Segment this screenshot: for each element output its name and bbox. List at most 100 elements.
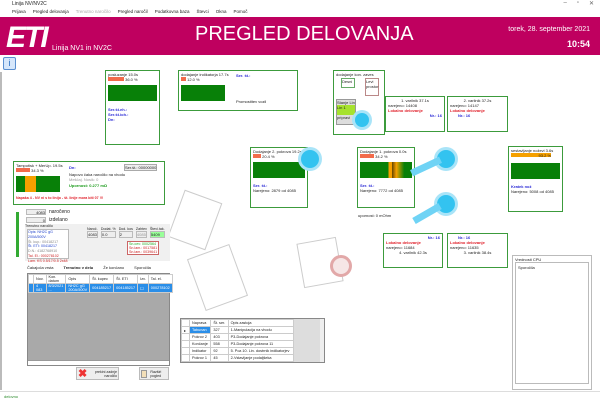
tab-cakajoca[interactable]: Čakajoča vrsta <box>27 265 54 270</box>
window-controls[interactable]: – ▫ ✕ <box>563 0 594 7</box>
pripravi-label: pripravi <box>337 115 351 120</box>
horizontal-scrollbar[interactable] <box>28 360 169 365</box>
minimize-icon[interactable]: – <box>563 0 567 6</box>
date: torek, 28. september 2021 <box>508 26 590 33</box>
field-kupec: Št. kup.: 00418217 <box>28 239 59 244</box>
station-pokrov2[interactable]: Dodajanje 2. pokrova 19.2s 20.4 % Ser. š… <box>250 147 308 208</box>
counter: Sn.lam.: 0017581 <box>129 246 158 250</box>
cell: 558 <box>210 340 229 348</box>
vertical-scrollbar[interactable] <box>320 319 324 362</box>
label: Dod. kos <box>118 227 133 231</box>
close-icon[interactable]: ✕ <box>588 1 594 7</box>
status: Kratek nož <box>511 184 532 189</box>
upornost: Upornost: 0.277 mΩ <box>69 183 108 188</box>
col: Naprava <box>188 319 212 327</box>
info-icon[interactable]: i <box>3 57 16 70</box>
col: Kon. datum <box>45 274 67 284</box>
rotary-table-icon <box>330 255 352 277</box>
table-row[interactable]: Indikator 92 5. Poz.10. Lin. dostrnik indi… <box>181 347 295 355</box>
progress-bar <box>181 77 186 81</box>
ordered-label: naročeno <box>49 209 70 215</box>
stanje-box: Stanje Lin Lin 1 pripravi <box>336 99 356 125</box>
station-varilnik3[interactable]: Nr.: 16 Lokalno delovanje narejeno: 1163… <box>447 233 508 268</box>
current-order-group: Trenutno naročilo Opis: NH2C gG 200A/500… <box>25 224 170 263</box>
menu-pomoc[interactable]: Pomoč <box>233 9 248 14</box>
table-row[interactable]: 4 083 8/3/2021 ... NH2C gG 200A/500V 004185… <box>28 283 173 293</box>
cpu-title: Vrednosti CPU <box>515 257 542 262</box>
label: Števi.tak. <box>149 227 165 231</box>
counters: Sn.cev: 0002564 Sn.lam.: 0017581 Sn.lam.… <box>127 241 160 255</box>
col: Št. ser. <box>210 319 229 327</box>
station-nozi[interactable]: sestavljanje noževi 3.6s 93.2 % Kratek n… <box>508 146 563 212</box>
dodkos-input[interactable]: 2 <box>118 231 133 238</box>
narocil-input[interactable]: 4083 <box>87 231 98 238</box>
table-row[interactable]: ▸ Tabunan 327 1-Manipulacija na vhodu <box>181 326 295 334</box>
ser: Ser. št.: <box>236 73 251 78</box>
station-varilnik4[interactable]: Nr.: 16 Lokalno delovanje narejeno: 1168… <box>383 233 443 268</box>
station-zavese[interactable]: dodajanje kon. zaves Desni Levi prostor … <box>333 70 385 135</box>
station-title: Dodajanje 1. pokrova 0.0s <box>360 149 407 154</box>
narejeno: Narejeno: 7772 od 4085 <box>360 188 403 193</box>
table-row[interactable]: Pokrov 1 45 2-Vstavljanje podaljšeka <box>181 354 295 362</box>
stev-field: Števi.tak. 5409 <box>149 227 165 238</box>
col: Št. kupec <box>89 274 115 284</box>
menu-pregled[interactable]: Pregled delovanja <box>32 9 69 14</box>
table-row[interactable]: Pokrov 2 403 P3-Dodajanje pokrova <box>181 333 295 341</box>
counter: Sn.cev: 0002564 <box>129 242 156 246</box>
station-title: 3. varilnik 38.4s <box>463 250 492 255</box>
station-varilnik1[interactable]: 1. varilnik 37.1s narejeno: 14408 Lokaln… <box>385 96 445 132</box>
menu-prijava[interactable]: Prijava <box>12 9 26 14</box>
station-indikator[interactable]: dodajanje indikatorja 17.7s 12.0 % Ser. … <box>178 70 298 111</box>
station-posluzanje[interactable]: posluzanje 15.0s 36.0 % Ser.št.eh.: Ser.… <box>105 70 160 145</box>
menu-narocil[interactable]: Pregled naročil <box>117 9 148 14</box>
cancel-order-button[interactable]: ✖ prekini zadnje naročilo <box>76 367 119 380</box>
zahtev-input[interactable]: 4085 <box>135 231 147 238</box>
table-row[interactable]: Končanje 558 P3-Dodajanje pokrova 11 <box>181 340 295 348</box>
station-title: 1. varilnik 37.1s <box>401 98 429 103</box>
station-pokrov1[interactable]: Dodajanje 1. pokrova 0.0s 34.2 % Ser. št… <box>357 147 415 208</box>
window-title: Linija NV/NV2C <box>12 1 47 7</box>
time-chart <box>253 162 305 178</box>
page-title: PREGLED DELOVANJA <box>195 23 414 45</box>
station-varilnik2[interactable]: 2. varilnik 37.2s narejeno: 14147 Lokaln… <box>447 96 508 132</box>
ser: Ser. št.: <box>360 183 375 188</box>
ser: Ser.št.: 00000000 <box>124 164 158 171</box>
checkbox[interactable]: ☐ <box>137 283 149 293</box>
cell: Končanje <box>188 340 212 348</box>
error-message: Napaka 4 - NV ni s to linijo - št. linij… <box>16 196 104 200</box>
maximize-icon[interactable]: ▫ <box>576 0 579 6</box>
cell: 2-Vstavljanje podaljšeka <box>227 354 295 362</box>
col: Št. ETI <box>113 274 139 284</box>
dodat-input[interactable]: 0.0 <box>100 231 116 238</box>
robot-icon <box>437 195 455 213</box>
downtime-table-area: Naprava Št. ser. Opis zastoja ▸ Tabunan 327 1… <box>180 318 325 363</box>
stev-input[interactable]: 5409 <box>149 231 165 238</box>
col: Nov. <box>33 274 47 284</box>
made-spinner[interactable]: 0 <box>26 217 46 223</box>
ordered-spinner[interactable]: 4083 <box>26 209 46 215</box>
tab-koncano[interactable]: Že končano <box>103 265 125 270</box>
tab-trenutno[interactable]: Trenutno v delu <box>63 265 94 270</box>
upornost: upornost: 0 mOhm <box>358 213 392 218</box>
expand-view-button[interactable]: Razširi pogled <box>139 367 169 380</box>
ser: Ser. št.: <box>253 183 268 188</box>
col: Izv. <box>137 274 149 284</box>
station-title: dodajanje kon. zaves <box>336 72 374 77</box>
station-tampotisk[interactable]: Tampotisk + MerUp. 19.5s 34.3 % Napaka 4… <box>13 161 165 205</box>
tab-sporocila[interactable]: Sporočila <box>134 265 151 270</box>
label: Naroč. <box>87 227 98 231</box>
menu-baza[interactable]: Podatkovna baza <box>154 9 190 14</box>
state: Lokalno delovanje <box>388 108 423 113</box>
messages-box: Sporočila <box>515 262 589 384</box>
narejeno: Narejeno: 2879 od 4085 <box>253 188 296 193</box>
menu-stevci[interactable]: Števci <box>196 9 209 14</box>
time-chart <box>181 85 225 101</box>
station-title: 4. varilnik 42.3s <box>399 250 427 255</box>
menu-okna[interactable]: Okna <box>215 9 227 14</box>
col: Opis zastoja <box>227 319 295 327</box>
header-banner: ETI Linija NV1 in NV2C PREGLED DELOVANJA… <box>0 17 600 55</box>
downtime-table: Naprava Št. ser. Opis zastoja ▸ Tabunan 327 1… <box>181 319 295 362</box>
nr: Nr.: 16 <box>429 113 442 118</box>
label: Dodat. % <box>100 227 116 231</box>
cell: Pokrov 2 <box>188 333 212 341</box>
